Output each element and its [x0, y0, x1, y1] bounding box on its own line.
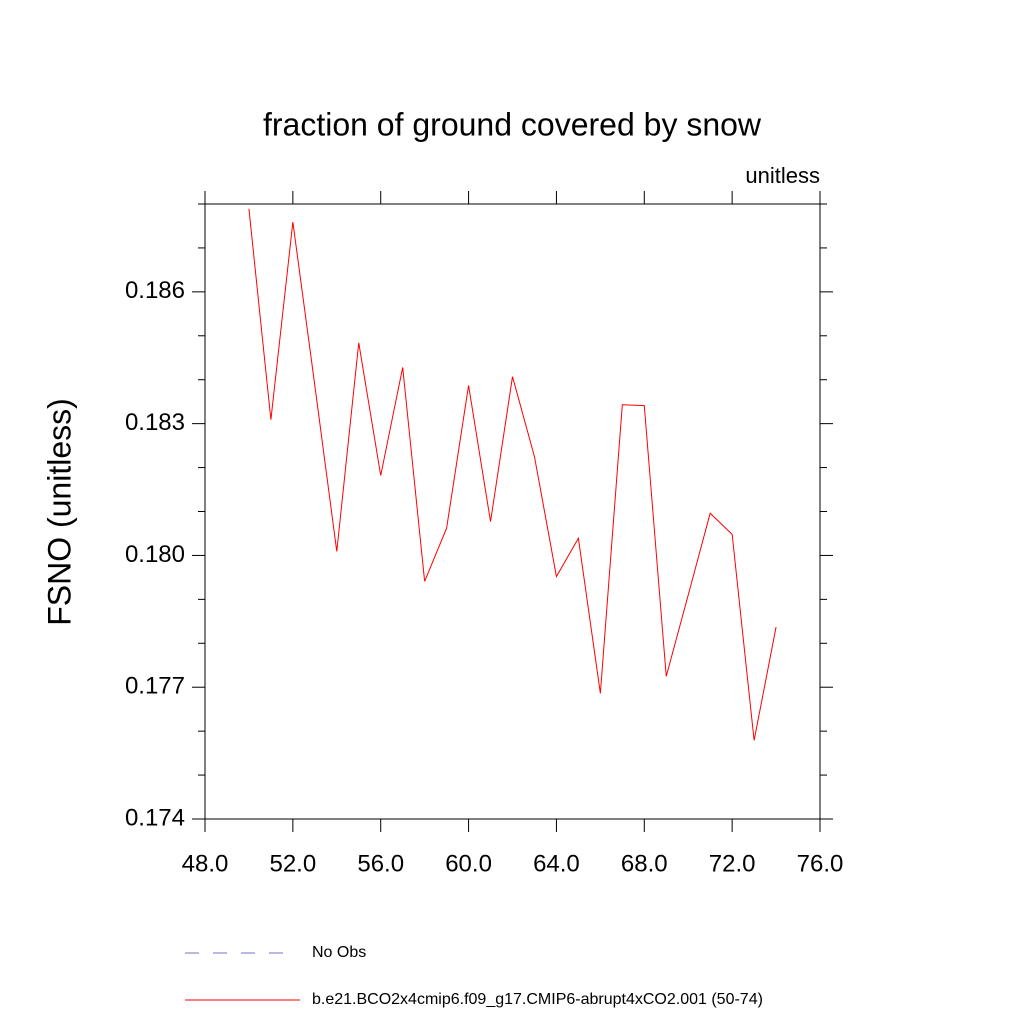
data-line [248, 208, 777, 741]
x-tick-label: 76.0 [797, 850, 844, 877]
y-axis-label: FSNO (unitless) [41, 398, 77, 626]
x-tick-label: 72.0 [709, 850, 756, 877]
x-tick-label: 52.0 [269, 850, 316, 877]
y-tick-label: 0.174 [125, 804, 185, 831]
y-tick-label: 0.186 [125, 277, 185, 304]
units-label: unitless [745, 163, 820, 188]
x-tick-label: 64.0 [533, 850, 580, 877]
x-tick-label: 60.0 [445, 850, 492, 877]
y-tick-label: 0.177 [125, 673, 185, 700]
x-tick-label: 56.0 [357, 850, 404, 877]
chart-title: fraction of ground covered by snow [263, 106, 762, 142]
y-tick-label: 0.183 [125, 409, 185, 436]
x-tick-label: 48.0 [182, 850, 229, 877]
legend-label: No Obs [312, 944, 366, 961]
x-tick-label: 68.0 [621, 850, 668, 877]
y-tick-label: 0.180 [125, 541, 185, 568]
legend-label: b.e21.BCO2x4cmip6.f09_g17.CMIP6-abrupt4x… [312, 991, 763, 1008]
